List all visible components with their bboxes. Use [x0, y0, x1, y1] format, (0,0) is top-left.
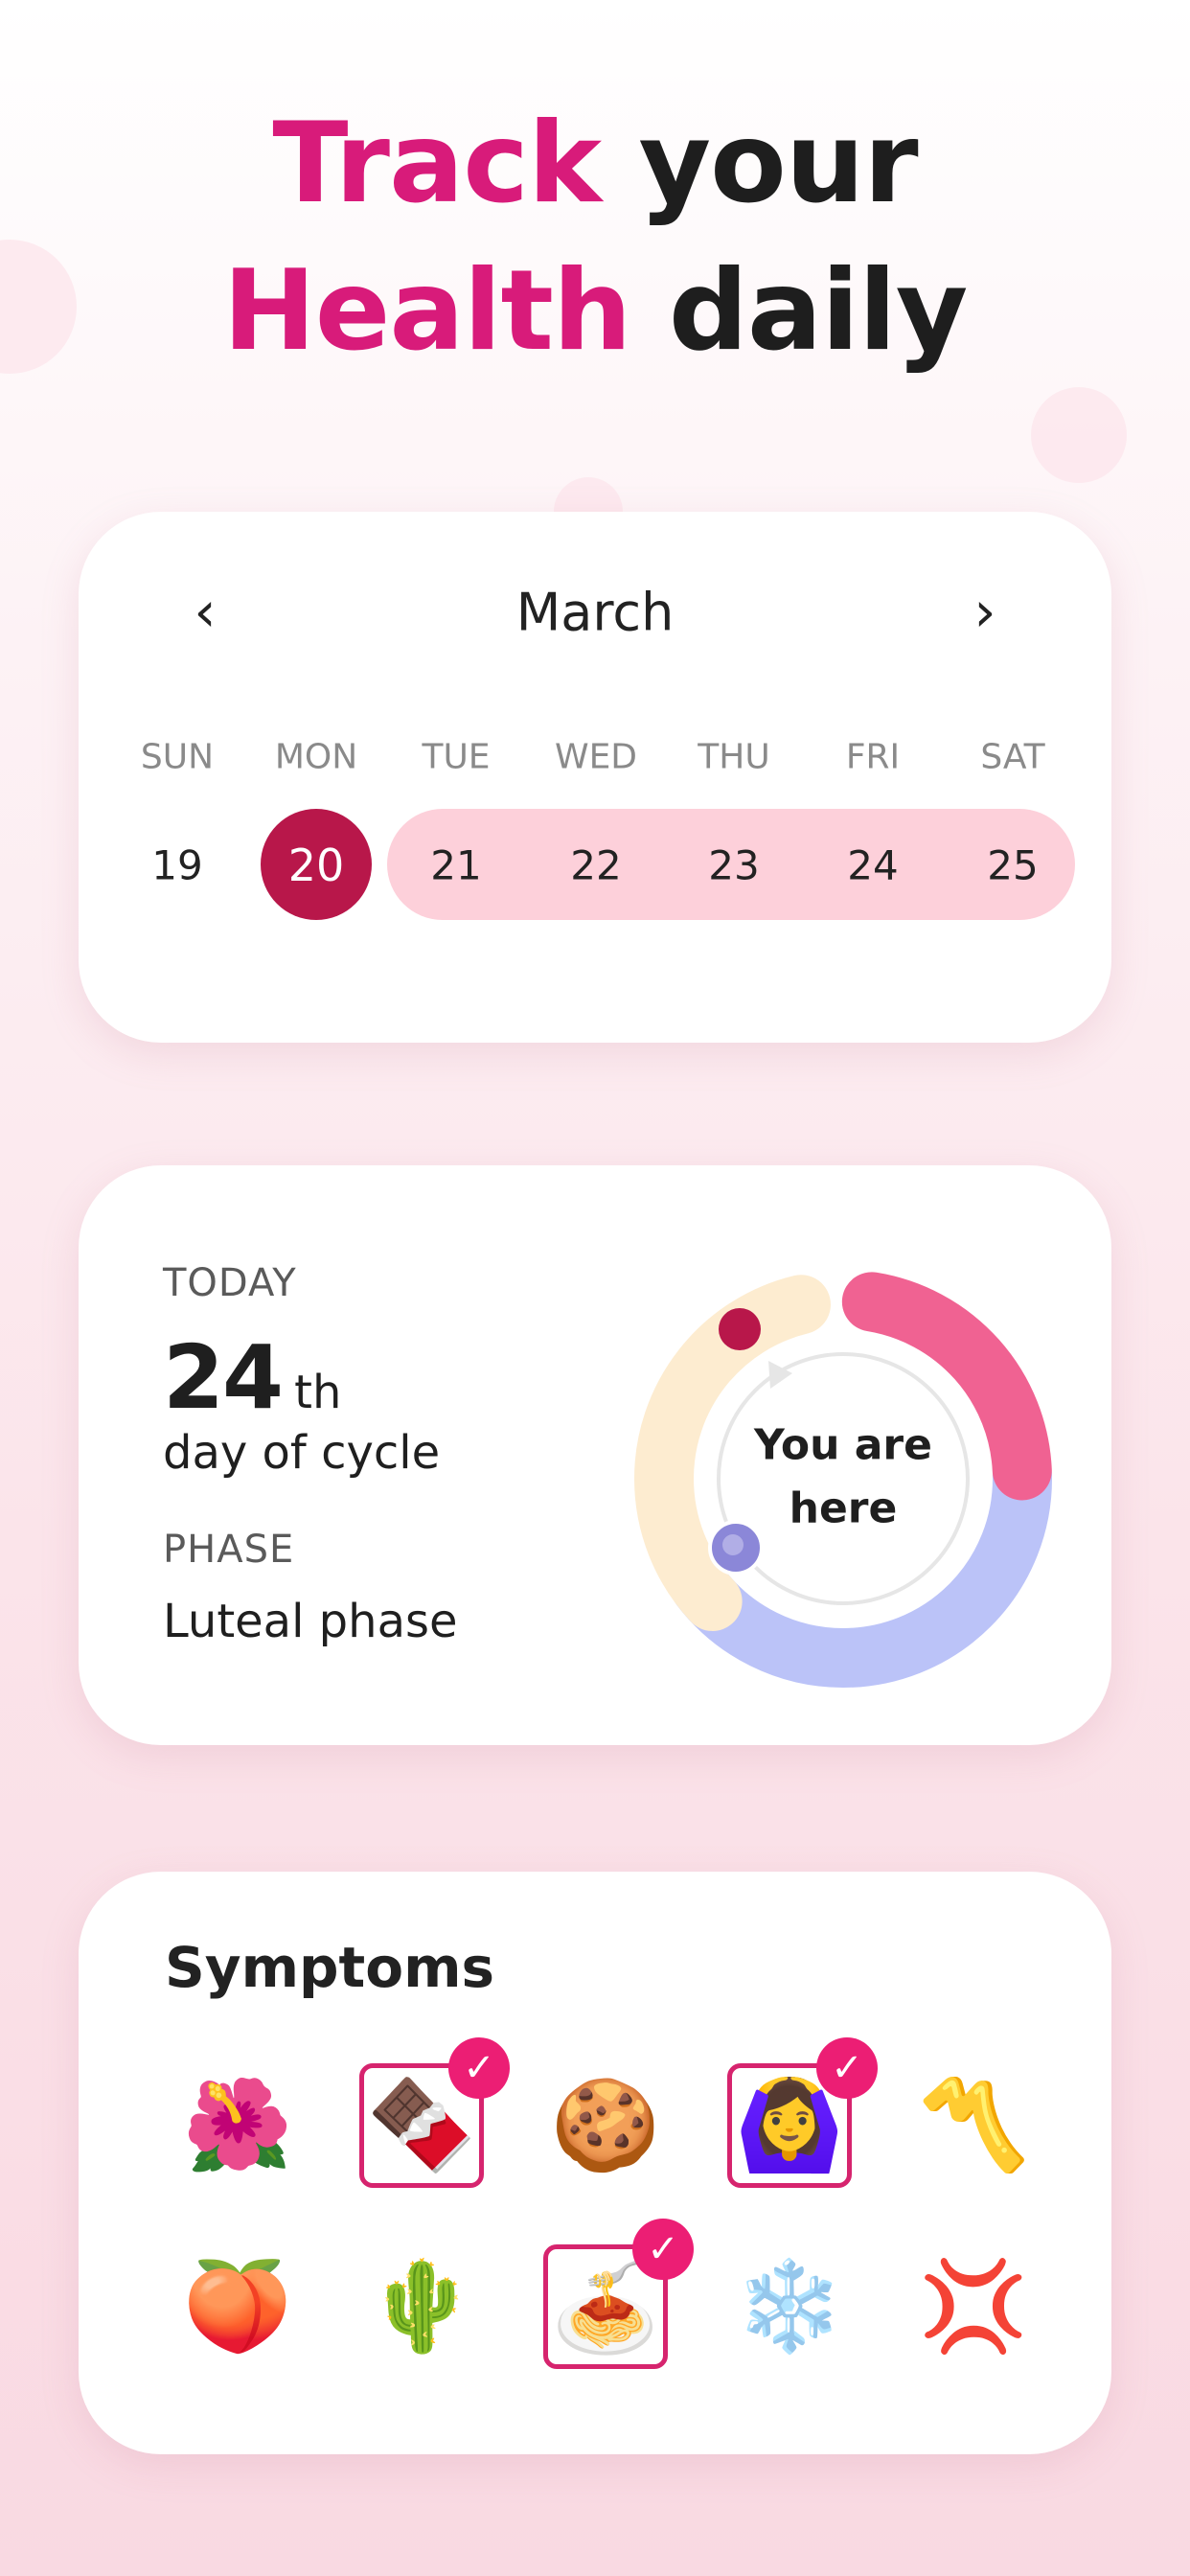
- cycle-card: TODAY 24 th day of cycle PHASE Luteal ph…: [79, 1165, 1111, 1745]
- direction-arrow-icon: [768, 1361, 792, 1389]
- check-icon: ✓: [632, 2219, 694, 2280]
- selected-day-circle: [261, 809, 372, 920]
- day-cell[interactable]: 22: [570, 841, 622, 889]
- headline-accent: Track: [272, 99, 602, 228]
- decorative-bubble: [1031, 387, 1127, 483]
- peach-icon: 🍑: [182, 2255, 293, 2358]
- symptom-spaghetti-button[interactable]: 🍝 ✓: [543, 2219, 694, 2369]
- cookie-icon: 🍪: [550, 2074, 661, 2176]
- cycle-day-number: 24: [163, 1326, 284, 1429]
- headline-accent: Health: [222, 246, 632, 376]
- cactus-icon: 🌵: [366, 2255, 477, 2358]
- month-title: March: [515, 582, 675, 643]
- weekday-label: FRI: [845, 737, 901, 777]
- day-cell[interactable]: 24: [847, 841, 899, 889]
- anger-symbol-icon: 💢: [918, 2255, 1029, 2358]
- cycle-ring: [634, 1270, 1052, 1688]
- day-cell[interactable]: 21: [430, 841, 482, 889]
- symptom-part-alternation-mark-button[interactable]: 〽️: [911, 2063, 1036, 2188]
- headline-line-1: Track your: [0, 92, 1190, 236]
- weekday-label: MON: [274, 737, 358, 777]
- symptoms-card: Symptoms 🌺 🍫 ✓ 🍪 🙆‍♀️ ✓ 〽️ 🍑 🌵 🍝 ✓ ❄️ 💢: [79, 1872, 1111, 2454]
- check-icon: ✓: [816, 2037, 878, 2099]
- cycle-day: 24 th: [163, 1326, 341, 1429]
- cycle-range-highlight: [387, 809, 1075, 920]
- today-label: TODAY: [163, 1261, 297, 1305]
- cycle-day-suffix: th: [294, 1366, 342, 1419]
- day-cell[interactable]: 23: [708, 841, 760, 889]
- symptom-woman-gesturing-ok-button[interactable]: 🙆‍♀️ ✓: [727, 2037, 878, 2188]
- weekday-label: SAT: [980, 737, 1045, 777]
- hibiscus-icon: 🌺: [182, 2074, 293, 2176]
- part-alternation-mark-icon: 〽️: [918, 2074, 1029, 2176]
- headline-text: daily: [630, 246, 968, 376]
- symptom-chocolate-button[interactable]: 🍫 ✓: [359, 2037, 510, 2188]
- ring-luteal-segment: [634, 1270, 1052, 1688]
- phase-label: PHASE: [163, 1528, 295, 1572]
- symptom-cookie-button[interactable]: 🍪: [543, 2063, 668, 2188]
- symptom-peach-button[interactable]: 🍑: [175, 2244, 300, 2369]
- day-cell[interactable]: 19: [151, 841, 203, 889]
- calendar-card: ‹ March › SUN 19 MON 20 TUE 21 WED 22 THU 23 FRI 24…: [79, 512, 1111, 1043]
- chevron-right-icon[interactable]: ›: [973, 579, 996, 644]
- ovulation-marker-highlight: [722, 1534, 744, 1555]
- weekday-label: THU: [698, 737, 770, 777]
- weekday-label: TUE: [422, 737, 491, 777]
- check-icon: ✓: [448, 2037, 510, 2099]
- symptom-snowflake-button[interactable]: ❄️: [727, 2244, 852, 2369]
- symptom-cactus-button[interactable]: 🌵: [359, 2244, 484, 2369]
- chocolate-icon: 🍫: [366, 2074, 477, 2176]
- ring-menstrual-segment: [634, 1270, 1052, 1688]
- day-cell[interactable]: 25: [987, 841, 1039, 889]
- spaghetti-icon: 🍝: [550, 2255, 661, 2358]
- day-selected[interactable]: 20: [287, 840, 345, 891]
- weekday-label: WED: [554, 737, 638, 777]
- symptom-hibiscus-button[interactable]: 🌺: [175, 2063, 300, 2188]
- headline-line-2: Health daily: [0, 240, 1190, 383]
- symptom-anger-symbol-button[interactable]: 💢: [911, 2244, 1036, 2369]
- cycle-day-caption: day of cycle: [163, 1426, 441, 1480]
- headline-text: your: [601, 99, 919, 228]
- symptoms-title: Symptoms: [165, 1935, 495, 2000]
- snowflake-icon: ❄️: [734, 2255, 845, 2358]
- phase-value: Luteal phase: [163, 1595, 458, 1648]
- ring-center-text-2: here: [789, 1484, 898, 1533]
- woman-gesturing-ok-icon: 🙆‍♀️: [734, 2074, 845, 2176]
- current-day-marker[interactable]: [719, 1308, 761, 1350]
- ring-center-text-1: You are: [754, 1420, 932, 1470]
- chevron-left-icon[interactable]: ‹: [194, 579, 217, 644]
- ring-inner-circle: [717, 1352, 970, 1605]
- weekday-label: SUN: [140, 737, 215, 777]
